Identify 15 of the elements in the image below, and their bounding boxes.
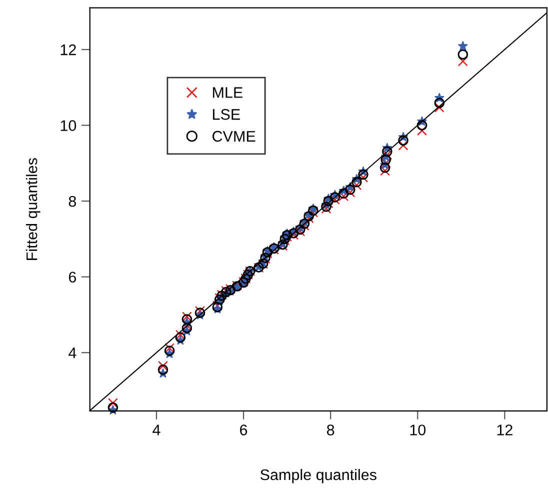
y-axis-title: Fitted quantiles bbox=[26, 158, 40, 260]
x-tick-label: 12 bbox=[497, 424, 512, 436]
x-tick-label: 4 bbox=[152, 424, 160, 436]
x-tick-label: 6 bbox=[240, 424, 248, 436]
y-tick-label: 10 bbox=[60, 120, 76, 131]
y-tick-label: 8 bbox=[68, 196, 76, 207]
legend-label: CVME bbox=[212, 130, 256, 142]
legend-label: MLE bbox=[212, 87, 242, 98]
legend-label: LSE bbox=[212, 109, 240, 120]
y-tick-label: 4 bbox=[68, 348, 76, 358]
x-axis-title: Sample quantiles bbox=[260, 468, 376, 484]
x-tick-label: 10 bbox=[410, 424, 426, 436]
y-tick-label: 12 bbox=[60, 44, 76, 56]
x-tick-label: 8 bbox=[326, 424, 334, 436]
y-tick-label: 6 bbox=[68, 272, 76, 283]
